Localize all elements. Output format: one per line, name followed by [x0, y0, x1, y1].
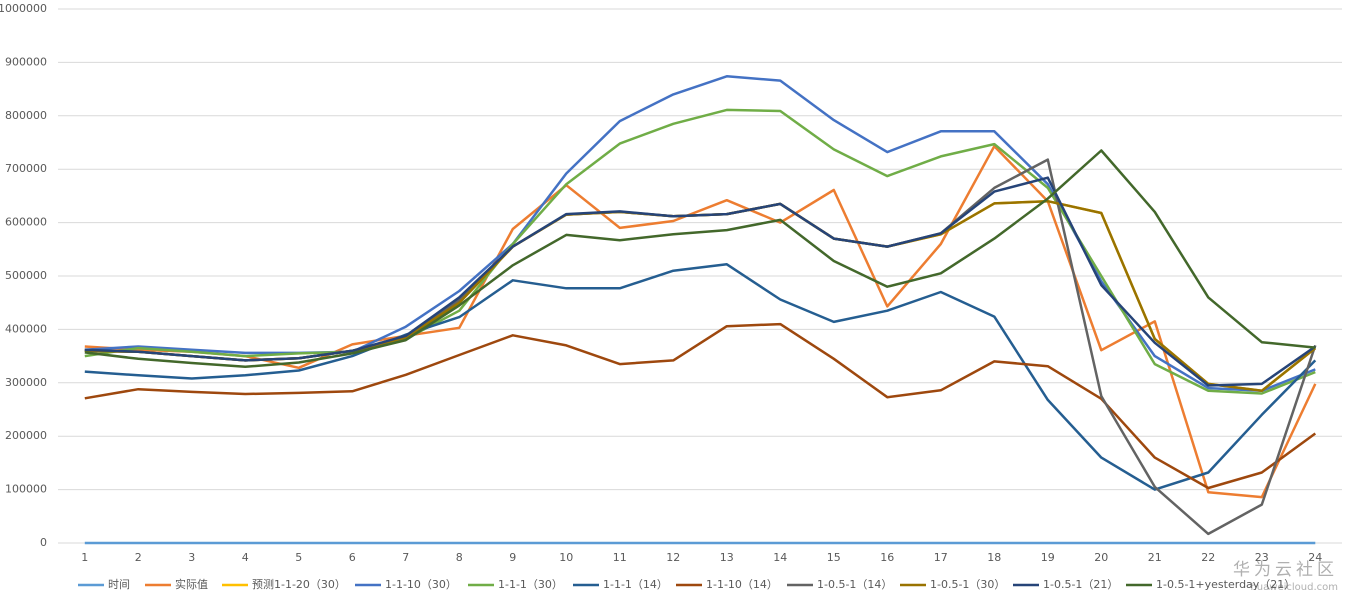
legend-label: 时间 [108, 578, 130, 591]
y-tick-label: 900000 [5, 55, 47, 68]
series-line [84, 322, 1317, 490]
legend-label: 预测1-1-20（30） [252, 578, 346, 591]
watermark-url: huaweicloud.com [1250, 582, 1338, 593]
y-tick-label: 300000 [5, 376, 47, 389]
y-tick-label: 700000 [5, 162, 47, 175]
y-tick-label: 1000000 [0, 2, 47, 15]
y-tick-label: 100000 [5, 483, 47, 496]
x-tick-label: 3 [188, 551, 195, 564]
x-tick-label: 5 [295, 551, 302, 564]
y-tick-label: 600000 [5, 216, 47, 229]
plot: 0 100000 200000 300000 400000 500000 600000 700… [0, 2, 1342, 591]
y-tick-label: 200000 [5, 429, 47, 442]
y-tick-label: 400000 [5, 322, 47, 335]
legend-label: 1-1-1（14） [603, 578, 668, 591]
series-line [84, 263, 1317, 491]
legend-label: 1-0.5-1（21） [1043, 578, 1118, 591]
x-tick-label: 11 [613, 551, 627, 564]
x-tick-label: 19 [1041, 551, 1055, 564]
legend-label: 1-0.5-1（30） [930, 578, 1005, 591]
x-tick-label: 4 [242, 551, 249, 564]
legend-label: 实际值 [175, 577, 208, 591]
legend-label: 1-1-10（14） [706, 578, 778, 591]
x-tick-label: 6 [349, 551, 356, 564]
x-tick-label: 2 [135, 551, 142, 564]
x-tick-label: 10 [559, 551, 573, 564]
series-line [84, 144, 1317, 499]
x-tick-label: 23 [1255, 551, 1269, 564]
x-tick-label: 13 [720, 551, 734, 564]
legend-label: 1-0.5-1（14） [817, 578, 892, 591]
y-tick-label: 0 [40, 536, 47, 549]
x-tick-label: 18 [987, 551, 1001, 564]
y-tick-label: 800000 [5, 109, 47, 122]
x-tick-label: 22 [1201, 551, 1215, 564]
series-line [84, 108, 1316, 395]
legend-label: 1-1-10（30） [385, 578, 457, 591]
x-tick-label: 17 [934, 551, 948, 564]
series-line [84, 149, 1316, 369]
x-tick-label: 16 [880, 551, 894, 564]
watermark: 华为云社区 [1233, 560, 1338, 580]
legend-label: 1-0.5-1+yesterday（21） [1156, 578, 1295, 591]
x-tick-label: 21 [1148, 551, 1162, 564]
legend-label: 1-1-1（30） [498, 578, 563, 591]
y-tick-label: 500000 [5, 269, 47, 282]
x-tick-label: 7 [402, 551, 409, 564]
x-tick-label: 1 [81, 551, 88, 564]
x-tick-label: 20 [1094, 551, 1108, 564]
series-line [84, 176, 1317, 387]
x-tick-label: 15 [827, 551, 841, 564]
x-tick-label: 14 [773, 551, 787, 564]
x-tick-label: 24 [1308, 551, 1322, 564]
x-tick-label: 8 [456, 551, 463, 564]
x-tick-label: 12 [666, 551, 680, 564]
x-tick-label: 9 [509, 551, 516, 564]
